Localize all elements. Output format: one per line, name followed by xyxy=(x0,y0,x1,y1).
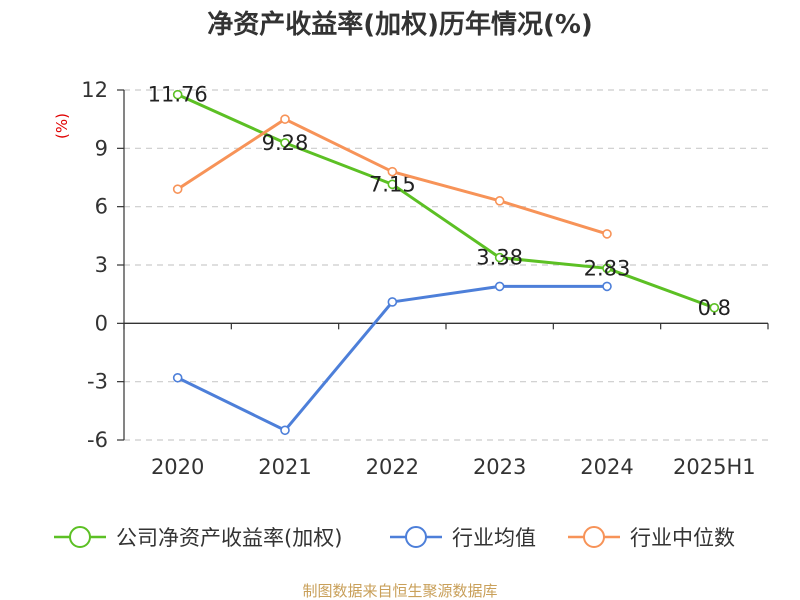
y-tick-label: 6 xyxy=(95,195,108,219)
series-line xyxy=(177,93,715,310)
series-line xyxy=(177,284,607,432)
y-tick-label: -6 xyxy=(87,428,108,452)
y-tick-label: 0 xyxy=(95,311,108,335)
y-tick-label: 9 xyxy=(95,136,108,160)
legend-label: 行业均值 xyxy=(452,526,536,550)
legend-marker xyxy=(69,526,91,548)
data-label: 11.76 xyxy=(148,83,208,107)
data-label: 2.83 xyxy=(584,256,631,280)
x-tick-label: 2021 xyxy=(258,455,311,479)
x-tick-label: 2020 xyxy=(151,455,204,479)
x-tick-label: 2022 xyxy=(366,455,419,479)
data-point[interactable] xyxy=(709,302,720,313)
data-point[interactable] xyxy=(387,297,398,307)
legend-item-3[interactable]: 行业中位数 xyxy=(568,526,735,550)
data-point[interactable] xyxy=(602,229,612,239)
legend-item-1[interactable]: 公司净资产收益率(加权) xyxy=(54,526,342,550)
source-note: 制图数据来自恒生聚源数据库 xyxy=(302,582,497,600)
data-label: 3.38 xyxy=(476,246,523,270)
data-point[interactable] xyxy=(172,184,183,194)
legend-marker xyxy=(405,526,427,548)
x-tick-label: 2025H1 xyxy=(673,455,756,479)
legend-marker xyxy=(583,526,605,548)
axes: 12 9 6 3 0 -3 -6 2020 2021 2022 2023 2024 2025H1 xyxy=(81,78,769,479)
grid-lines xyxy=(124,89,768,441)
legend-label: 行业中位数 xyxy=(630,526,735,550)
data-point[interactable] xyxy=(387,179,398,190)
y-tick-label: 12 xyxy=(81,78,108,102)
data-point[interactable] xyxy=(280,138,290,148)
legend[interactable]: 公司净资产收益率(加权) 行业均值 行业中位数 xyxy=(54,526,735,550)
data-point[interactable] xyxy=(494,281,505,292)
data-point[interactable] xyxy=(602,263,612,274)
y-tick-label: 3 xyxy=(95,253,108,277)
data-point[interactable] xyxy=(494,196,505,206)
y-axis-title: (%) xyxy=(53,113,71,139)
series-layer: 11.769.287.153.38 2.830.8 xyxy=(148,83,731,436)
legend-item-2[interactable]: 行业均值 xyxy=(390,526,536,550)
data-point[interactable] xyxy=(387,166,398,177)
data-point[interactable] xyxy=(602,281,612,292)
series-3 xyxy=(172,114,612,239)
series-2 xyxy=(172,281,612,436)
data-point[interactable] xyxy=(172,372,183,383)
data-point[interactable] xyxy=(280,425,290,436)
data-point[interactable] xyxy=(280,114,290,124)
legend-label: 公司净资产收益率(加权) xyxy=(116,526,342,550)
y-tick-label: -3 xyxy=(87,370,108,394)
chart-title: 净资产收益率(加权)历年情况(%) xyxy=(207,9,593,40)
data-point[interactable] xyxy=(172,89,183,100)
x-tick-label: 2023 xyxy=(473,455,526,479)
x-tick-label: 2024 xyxy=(580,455,633,479)
data-point[interactable] xyxy=(494,252,505,263)
data-label: 0.8 xyxy=(698,296,731,320)
data-label: 9.28 xyxy=(262,131,309,155)
series-1: 11.769.287.153.38 2.830.8 xyxy=(148,83,731,320)
